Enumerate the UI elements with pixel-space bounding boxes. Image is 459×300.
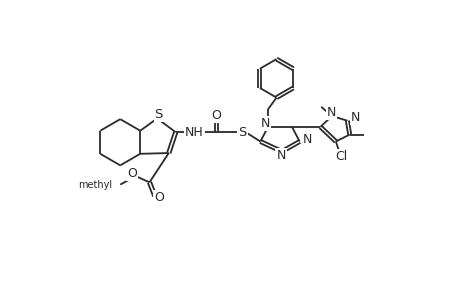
Text: N: N — [351, 111, 360, 124]
Text: N: N — [302, 133, 312, 146]
Text: Cl: Cl — [335, 150, 347, 164]
Text: O: O — [153, 191, 163, 204]
Text: O: O — [211, 109, 221, 122]
Text: N: N — [261, 116, 270, 130]
Text: S: S — [238, 126, 246, 139]
Text: O: O — [127, 167, 136, 180]
Text: S: S — [154, 108, 162, 121]
Text: NH: NH — [185, 126, 203, 139]
Text: N: N — [276, 149, 285, 162]
Text: methyl: methyl — [78, 180, 112, 190]
Text: N: N — [326, 106, 335, 119]
